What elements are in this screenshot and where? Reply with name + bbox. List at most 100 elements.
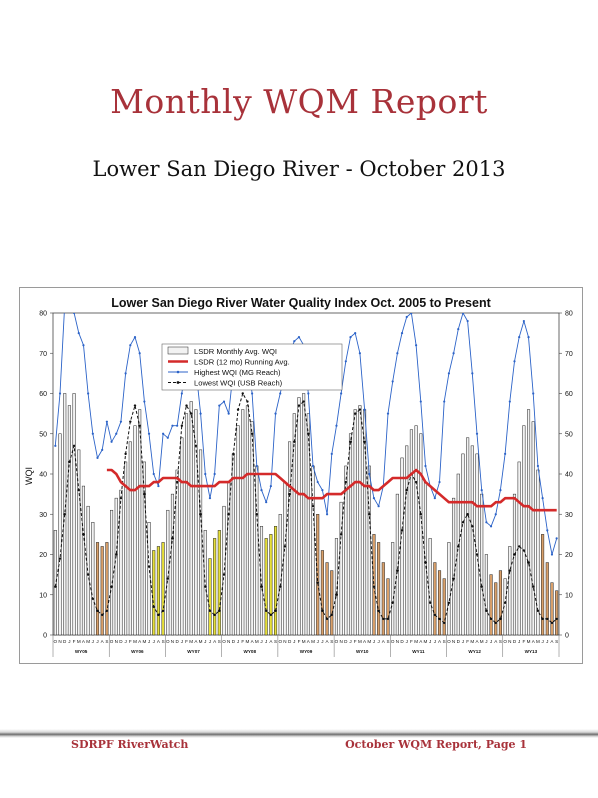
wqi-bar — [288, 441, 292, 636]
lowest-wqi-line-point — [246, 400, 249, 403]
x-tick-label: A — [494, 639, 498, 644]
lowest-wqi-line-point — [297, 404, 301, 407]
highest-wqi-line-point — [363, 408, 366, 411]
highest-wqi-line-point — [180, 392, 183, 395]
lowest-wqi-line-point — [424, 561, 427, 564]
x-tick-label: J — [490, 639, 492, 644]
lowest-wqi-line-point — [133, 404, 137, 407]
highest-wqi-line-point — [255, 464, 258, 468]
lowest-wqi-line-point — [264, 609, 268, 613]
x-tick-label: J — [124, 639, 126, 644]
wqi-bar — [128, 441, 132, 636]
x-tick-label: A — [532, 639, 536, 644]
highest-wqi-line-point — [129, 344, 132, 347]
wqi-bar — [381, 562, 385, 636]
wqi-bar — [344, 465, 348, 636]
x-tick-label: D — [513, 639, 517, 644]
wqi-bar — [536, 469, 540, 636]
x-tick-label: F — [241, 639, 244, 644]
y-tick-label-right: 70 — [565, 351, 573, 358]
lowest-wqi-line-point — [157, 613, 160, 617]
lowest-wqi-line-point — [115, 553, 118, 556]
wqi-bar — [447, 542, 451, 636]
x-tick-label: D — [232, 639, 236, 644]
lowest-wqi-line-point — [433, 613, 437, 617]
wqi-bar — [222, 505, 226, 636]
x-tick-label: N — [115, 639, 118, 644]
highest-wqi-line-point — [330, 452, 333, 455]
wqi-bar — [184, 413, 189, 636]
wqi-bar — [480, 493, 484, 636]
highest-wqi-line-point — [162, 432, 165, 435]
x-tick-label: J — [321, 639, 323, 644]
highest-wqi-line-point — [396, 352, 399, 355]
wqi-bar — [512, 493, 517, 636]
highest-wqi-line-point — [461, 313, 465, 315]
x-tick-label: A — [326, 639, 330, 644]
x-tick-label: S — [330, 639, 333, 644]
highest-wqi-line-point — [400, 332, 404, 335]
y-axis-label: WQI — [24, 467, 34, 485]
x-tick-label: J — [68, 639, 70, 644]
lowest-wqi-line-point — [541, 617, 544, 621]
wqi-bar — [199, 449, 203, 636]
lowest-wqi-line-point — [288, 492, 291, 496]
wqi-bar — [470, 445, 474, 636]
wqi-bar — [400, 457, 404, 636]
lowest-wqi-line-point — [208, 609, 212, 613]
x-tick-label: N — [58, 639, 61, 644]
lowest-wqi-line-point — [372, 585, 376, 588]
wqi-bar — [250, 421, 254, 636]
wqi-bar — [189, 401, 193, 636]
wqi-bar — [245, 405, 249, 636]
legend-label: Highest WQI (MG Reach) — [194, 368, 281, 377]
lowest-wqi-line-point — [222, 573, 226, 576]
x-tick-label: S — [162, 639, 165, 644]
wqi-bar — [508, 546, 512, 636]
highest-wqi-line-point — [457, 328, 460, 331]
highest-wqi-line-point — [485, 521, 488, 524]
highest-wqi-line-point — [54, 444, 57, 447]
wqi-bar — [372, 534, 376, 636]
highest-wqi-line-point — [377, 505, 380, 508]
x-tick-label: J — [541, 639, 543, 644]
highest-wqi-line-point — [307, 392, 310, 395]
lowest-wqi-line-point — [302, 400, 305, 403]
x-tick-label: J — [260, 639, 262, 644]
y-tick-label-right: 40 — [565, 472, 573, 479]
wqi-bar — [377, 542, 381, 636]
x-tick-label: S — [499, 639, 502, 644]
x-tick-label: M — [470, 639, 474, 644]
lowest-wqi-line-point — [358, 408, 362, 411]
x-tick-label: J — [209, 639, 211, 644]
highest-wqi-line-point — [405, 315, 408, 319]
wqi-bar — [405, 445, 409, 636]
x-tick-label: J — [293, 639, 295, 644]
lowest-wqi-line-point — [396, 569, 399, 572]
lowest-wqi-line-point — [293, 440, 296, 443]
x-tick-label: N — [508, 639, 511, 644]
wqi-bar — [53, 530, 57, 636]
y-tick-label-right: 30 — [565, 512, 573, 519]
x-tick-label: O — [447, 639, 451, 644]
x-tick-label: S — [105, 639, 108, 644]
wqi-bar — [522, 425, 526, 636]
highest-wqi-line-point — [227, 412, 230, 415]
wqi-bar — [152, 550, 156, 636]
highest-wqi-line-point — [208, 497, 212, 500]
lowest-wqi-line-point — [532, 585, 535, 588]
highest-wqi-line-point — [452, 352, 455, 355]
x-tick-label: J — [237, 639, 239, 644]
lowest-wqi-line-point — [405, 488, 408, 492]
wqi-bar — [231, 453, 235, 636]
wqi-bar — [213, 538, 217, 636]
lowest-wqi-line-point — [279, 585, 282, 588]
x-tick-label: D — [175, 639, 179, 644]
wqi-bar — [292, 413, 296, 636]
x-tick-label: J — [204, 639, 206, 644]
lowest-wqi-line-point — [339, 533, 343, 536]
lowest-wqi-line-point — [330, 613, 333, 617]
wqi-bar — [316, 514, 320, 636]
highest-wqi-line-point — [433, 497, 436, 500]
